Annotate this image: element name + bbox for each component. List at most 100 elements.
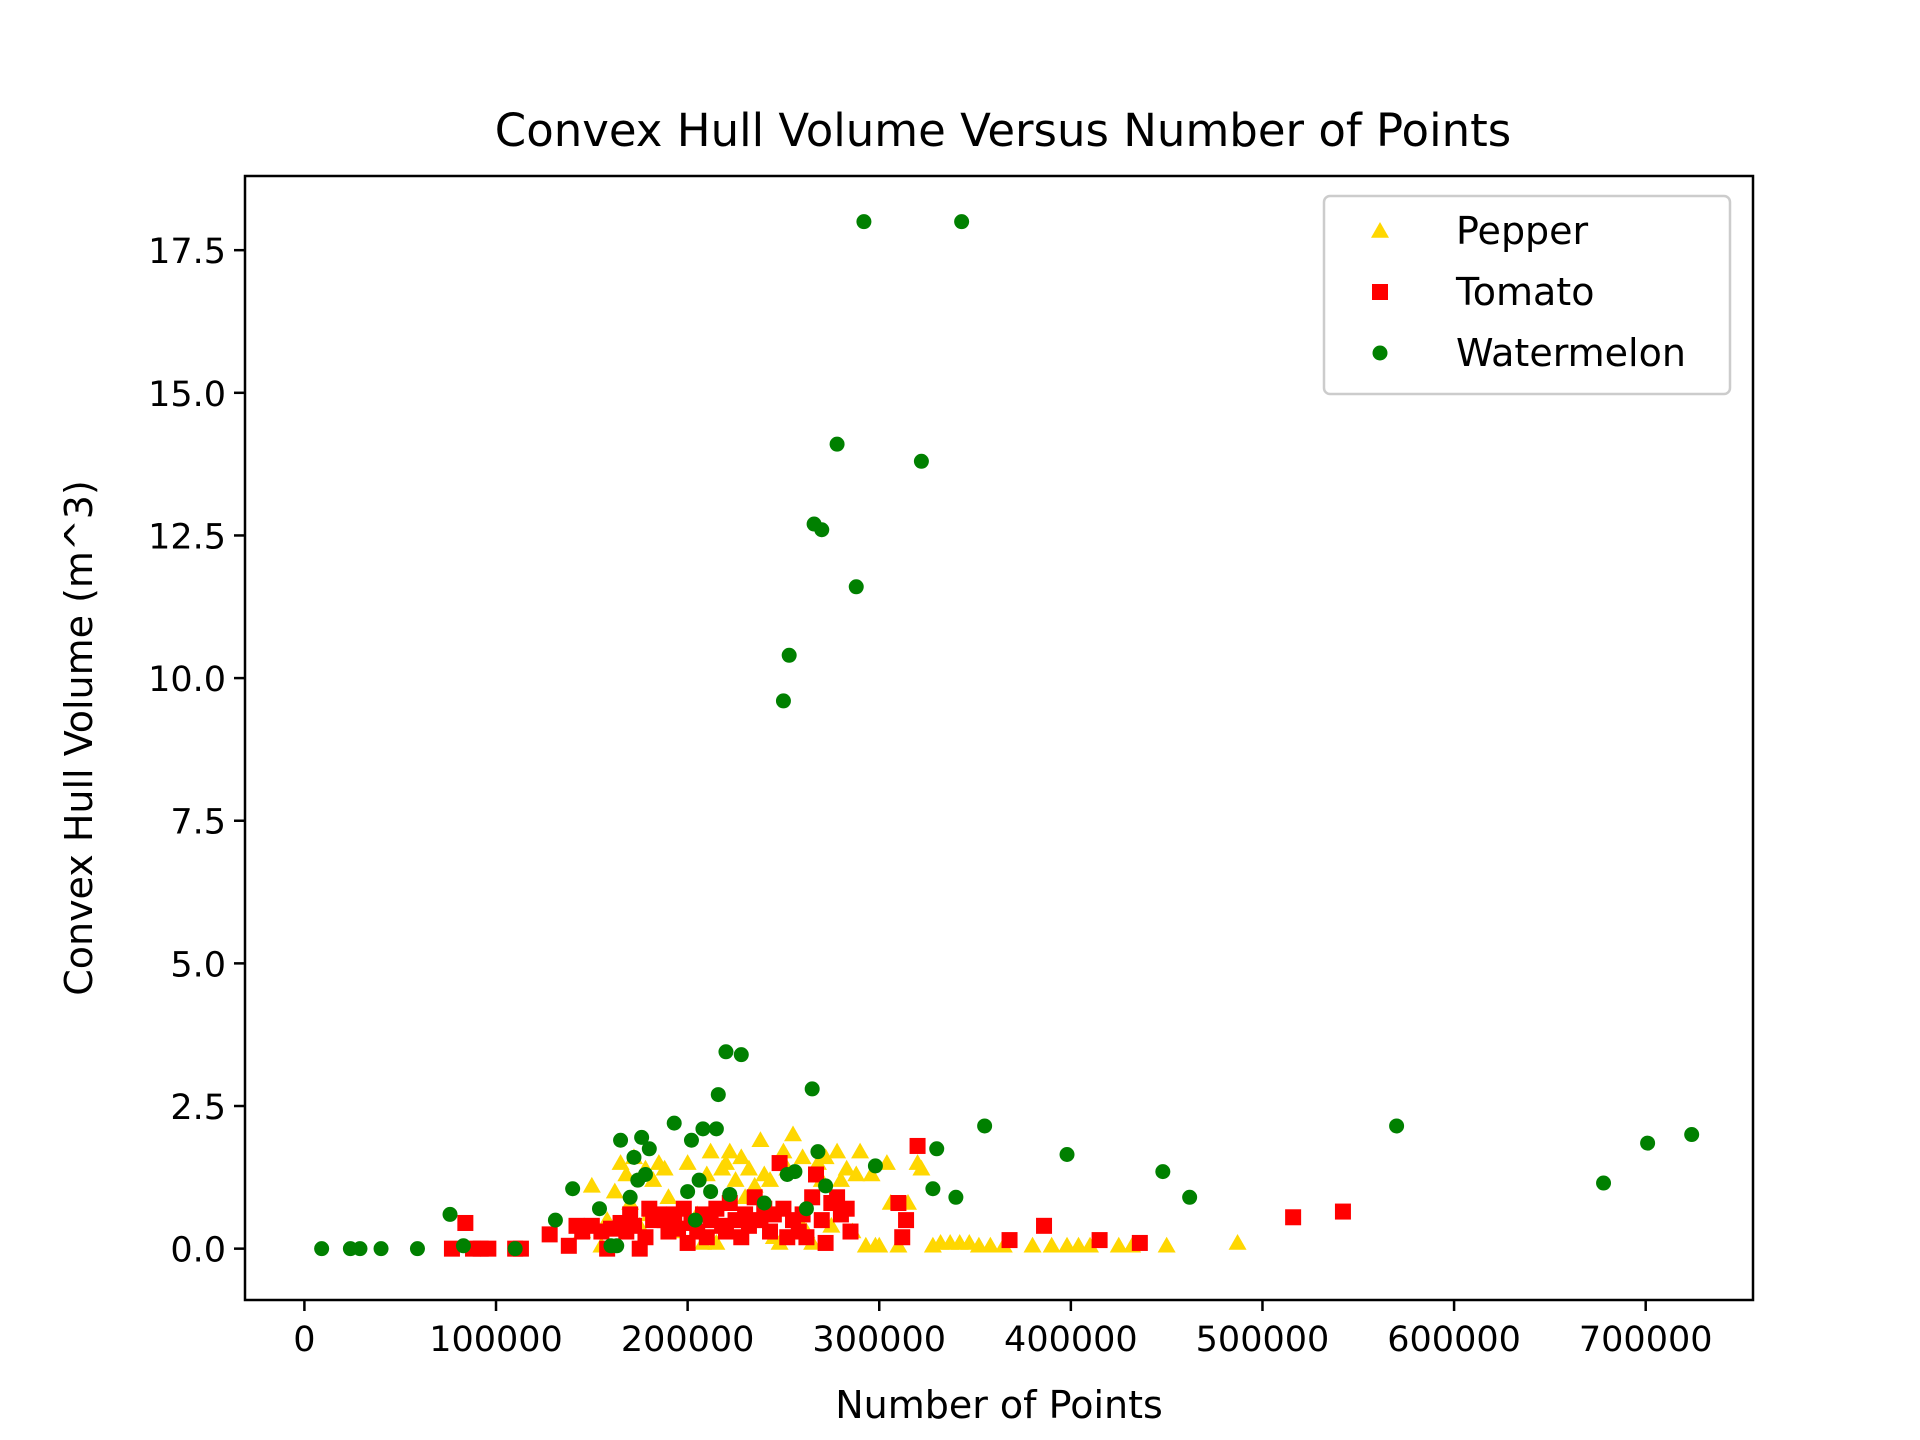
y-tick-label: 2.5 [170, 1088, 226, 1128]
data-point-watermelon [804, 1081, 820, 1097]
plot-area-frame [243, 174, 1755, 1302]
data-point-tomato [1091, 1232, 1108, 1249]
data-point-watermelon [977, 1118, 993, 1134]
data-point-pepper [831, 1171, 850, 1187]
y-tick-label: 17.5 [148, 232, 226, 272]
data-point-watermelon [929, 1141, 945, 1157]
data-point-tomato [1001, 1232, 1018, 1249]
data-point-tomato [637, 1229, 654, 1246]
data-point-pepper [1081, 1236, 1100, 1253]
data-point-pepper [678, 1154, 697, 1170]
data-point-pepper [1157, 1236, 1176, 1253]
x-tick-label: 100000 [429, 1320, 563, 1360]
data-point-watermelon [798, 1201, 814, 1217]
y-tick-label: 15.0 [148, 375, 226, 415]
data-point-watermelon [775, 693, 791, 709]
data-point-pepper [701, 1142, 720, 1159]
legend: Pepper Tomato Watermelon [1322, 194, 1732, 396]
data-point-watermelon [1155, 1164, 1171, 1180]
data-point-watermelon [1684, 1127, 1700, 1143]
data-point-tomato [541, 1226, 558, 1243]
data-point-pepper [1058, 1236, 1077, 1253]
data-point-watermelon [1596, 1175, 1612, 1191]
data-point-watermelon [591, 1201, 607, 1217]
data-point-watermelon [718, 1044, 734, 1060]
data-point-pepper [707, 1233, 726, 1250]
data-point-pepper [793, 1148, 812, 1165]
data-point-tomato [813, 1212, 830, 1229]
data-point-tomato [909, 1137, 926, 1154]
data-point-watermelon [856, 214, 872, 230]
data-point-pepper [611, 1154, 630, 1170]
data-point-tomato [1334, 1203, 1351, 1220]
data-point-watermelon [442, 1206, 458, 1222]
data-point-pepper [816, 1148, 835, 1165]
series-tomato [443, 1137, 1351, 1257]
data-point-watermelon [733, 1047, 749, 1063]
data-point-tomato [771, 1155, 788, 1172]
data-point-tomato [894, 1229, 911, 1246]
data-point-tomato [808, 1166, 825, 1183]
data-point-pepper [822, 1216, 841, 1233]
data-point-watermelon [1059, 1147, 1075, 1163]
data-point-watermelon [637, 1166, 653, 1182]
data-point-tomato [443, 1240, 460, 1257]
x-tick-label: 300000 [812, 1320, 946, 1360]
data-point-tomato [698, 1229, 715, 1246]
legend-label-tomato: Tomato [1455, 270, 1594, 314]
data-point-tomato [817, 1234, 834, 1251]
data-point-watermelon [565, 1181, 581, 1197]
data-point-pepper [732, 1148, 751, 1165]
y-tick-label: 7.5 [170, 803, 226, 843]
data-point-tomato [804, 1189, 821, 1206]
data-point-watermelon [1182, 1189, 1198, 1205]
x-tick-label: 200000 [621, 1320, 755, 1360]
data-point-tomato [670, 1220, 687, 1237]
data-point-watermelon [867, 1158, 883, 1174]
data-point-pepper [847, 1165, 866, 1182]
data-point-pepper [761, 1171, 780, 1187]
data-point-watermelon [409, 1241, 425, 1257]
y-axis-label: Convex Hull Volume (m^3) [57, 480, 101, 996]
data-point-tomato [675, 1200, 692, 1217]
data-point-tomato [842, 1223, 859, 1240]
x-tick-label: 0 [293, 1320, 315, 1360]
data-point-tomato [898, 1212, 915, 1229]
data-point-watermelon [680, 1184, 696, 1200]
data-point-watermelon [925, 1181, 941, 1197]
data-point-watermelon [609, 1238, 625, 1254]
data-point-watermelon [613, 1132, 629, 1148]
data-point-pepper [605, 1182, 624, 1199]
data-point-pepper [1109, 1236, 1128, 1253]
y-tick-label: 5.0 [170, 945, 226, 985]
data-point-tomato [762, 1223, 779, 1240]
data-point-watermelon [666, 1115, 682, 1131]
data-point-watermelon [455, 1238, 471, 1254]
data-point-watermelon [708, 1121, 724, 1137]
data-point-pepper [1069, 1236, 1088, 1253]
y-tick-label: 12.5 [148, 517, 226, 557]
data-point-watermelon [818, 1178, 834, 1194]
data-point-watermelon [710, 1087, 726, 1103]
y-axis-ticks: 0.0 2.5 5.0 7.5 10.0 12.5 15.0 17.5 [148, 232, 245, 1271]
x-tick-label: 700000 [1579, 1320, 1713, 1360]
data-point-pepper [969, 1236, 988, 1253]
chart-title: Convex Hull Volume Versus Number of Poin… [495, 104, 1511, 157]
data-point-tomato [890, 1195, 907, 1212]
legend-label-watermelon: Watermelon [1456, 331, 1686, 375]
data-point-watermelon [948, 1189, 964, 1205]
data-point-watermelon [703, 1184, 719, 1200]
legend-label-pepper: Pepper [1456, 209, 1589, 253]
data-point-watermelon [683, 1132, 699, 1148]
data-point-watermelon [722, 1186, 738, 1202]
data-point-tomato [798, 1229, 815, 1246]
data-point-pepper [981, 1236, 1000, 1253]
data-point-watermelon [829, 436, 845, 452]
data-point-watermelon [622, 1189, 638, 1205]
data-point-pepper [870, 1236, 889, 1253]
data-point-watermelon [1640, 1135, 1656, 1151]
legend-marker-tomato [1372, 284, 1388, 300]
y-tick-label: 0.0 [170, 1231, 226, 1271]
data-point-watermelon [547, 1212, 563, 1228]
